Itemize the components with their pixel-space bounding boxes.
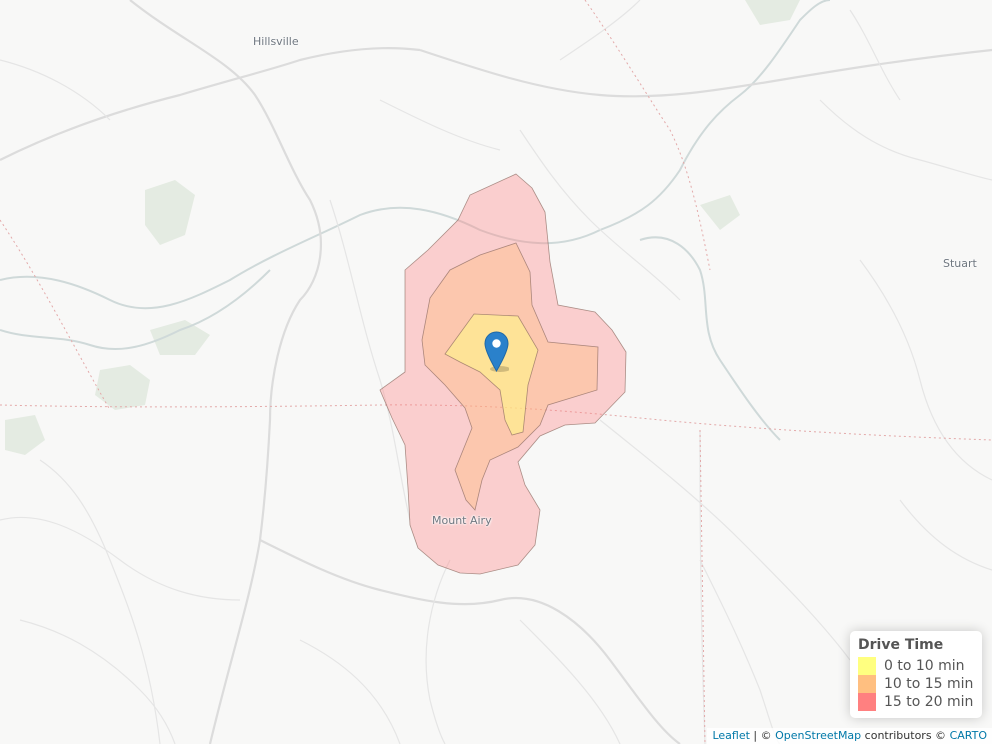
leaflet-link[interactable]: Leaflet (712, 729, 750, 742)
openstreetmap-link[interactable]: OpenStreetMap (775, 729, 862, 742)
legend-item: 10 to 15 min (858, 675, 974, 693)
isochrone-layer[interactable] (379, 173, 627, 575)
legend-item: 0 to 10 min (858, 657, 974, 675)
place-label-hillsville: Hillsville (253, 35, 299, 48)
attribution-separator: | © (749, 729, 776, 742)
legend-swatch-10-15 (858, 675, 876, 693)
legend: Drive Time 0 to 10 min 10 to 15 min 15 t… (850, 631, 982, 718)
legend-swatch-0-10 (858, 657, 876, 675)
park-areas (5, 0, 800, 455)
attribution-contributors: contributors © (861, 729, 950, 742)
legend-item: 15 to 20 min (858, 693, 974, 711)
attribution: Leaflet | © OpenStreetMap contributors ©… (707, 728, 992, 744)
legend-label: 15 to 20 min (884, 694, 974, 710)
legend-swatch-15-20 (858, 693, 876, 711)
map-pin-icon[interactable] (484, 331, 510, 372)
legend-title: Drive Time (858, 637, 944, 653)
legend-label: 0 to 10 min (884, 658, 965, 674)
place-label-stuart: Stuart (943, 257, 977, 270)
legend-label: 10 to 15 min (884, 676, 974, 692)
rivers (0, 0, 831, 441)
carto-link[interactable]: CARTO (949, 729, 987, 742)
isochrone-0-10-min[interactable] (444, 313, 539, 436)
place-label-mount-airy: Mount Airy (432, 514, 492, 527)
